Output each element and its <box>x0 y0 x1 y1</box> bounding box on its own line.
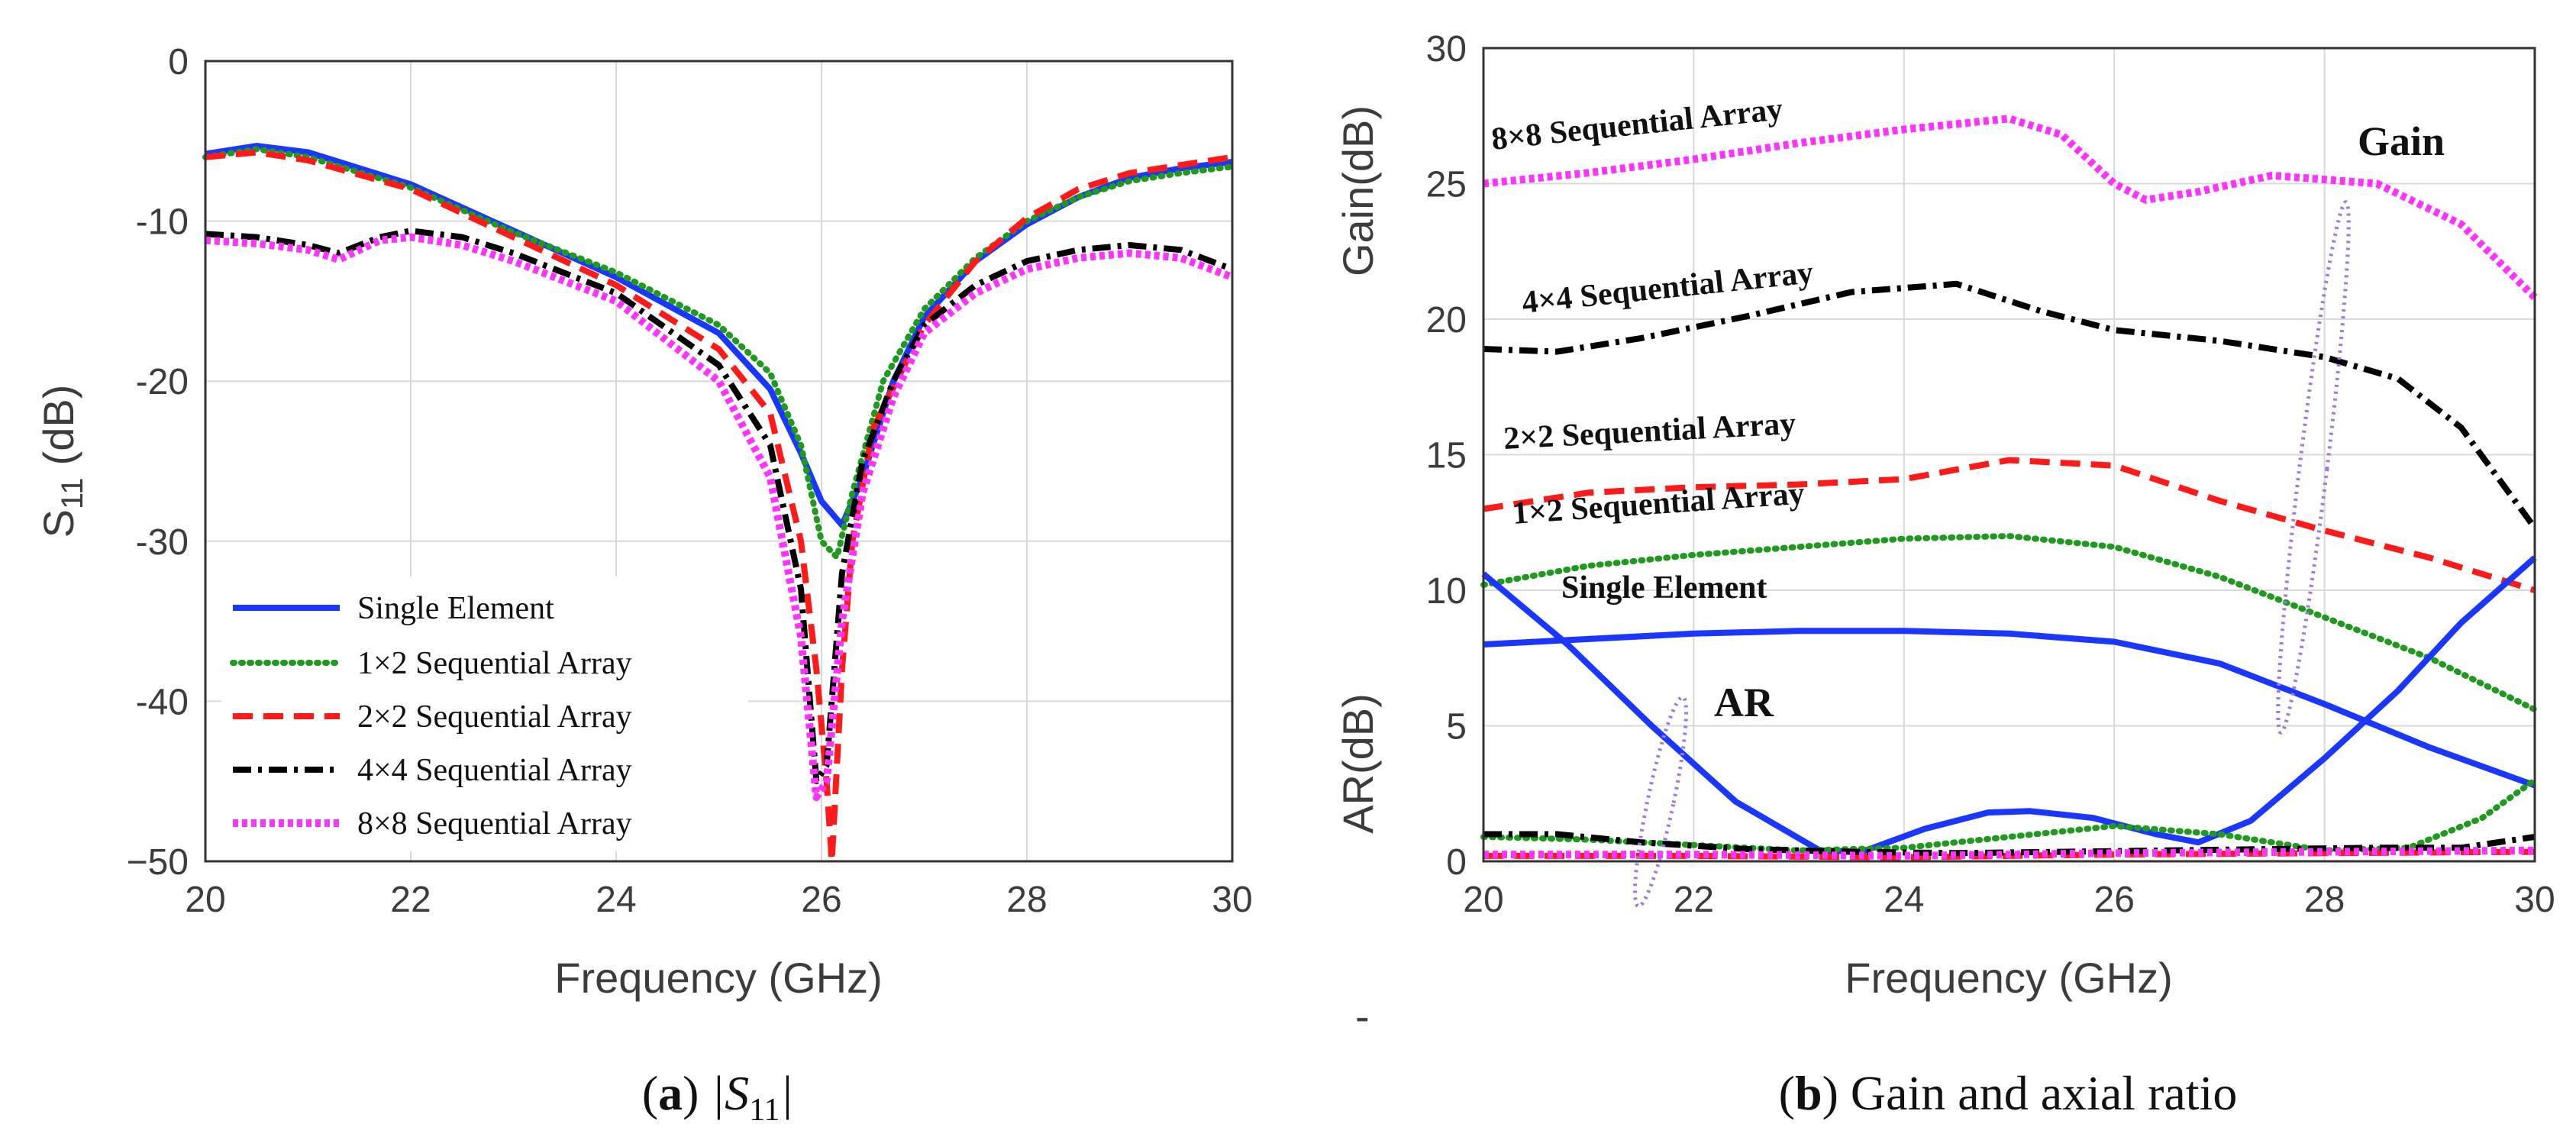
panel-b-y-label-ar: AR(dB) <box>1334 693 1382 834</box>
y-tick-label: 0 <box>168 42 189 82</box>
panel-a-tick-labels: 20 22 24 26 28 30 0 -10 -20 -30 -40 −50 <box>127 42 1253 920</box>
series-line-single <box>1481 555 2537 855</box>
caption-b: (b) Gain and axial ratio <box>1588 1065 2428 1122</box>
y-tick-label: 30 <box>1426 29 1467 69</box>
y-tick-label: 25 <box>1426 165 1467 205</box>
series-line-a8x8 <box>205 233 1234 802</box>
x-tick-label: 20 <box>1463 880 1503 920</box>
x-tick-label: 24 <box>1884 880 1924 920</box>
panel-a-series <box>202 143 1235 864</box>
gain-ellipse-marker <box>2276 200 2351 735</box>
panel-b-tick-labels: 20 22 24 26 28 30 0 5 10 15 20 25 30 <box>1426 29 2555 920</box>
legend-label-1x2: 1×2 Sequential Array <box>357 646 632 681</box>
caption-a-math: |S <box>711 1066 750 1120</box>
series-line-a8x8 <box>1483 846 2536 860</box>
y-tick-label: 5 <box>1446 707 1467 748</box>
series-line-a2x2 <box>1483 457 2536 593</box>
caption-b-close: ) <box>1822 1066 1838 1120</box>
y-tick-label: 0 <box>1446 842 1467 883</box>
y-tick-label: -20 <box>136 362 189 402</box>
x-tick-label: 20 <box>185 880 225 920</box>
legend-label-8x8: 8×8 Sequential Array <box>357 806 632 841</box>
series-line-a2x2 <box>205 149 1233 864</box>
caption-a-sub: 11 <box>749 1092 780 1128</box>
panel-b-x-axis-label: Frequency (GHz) <box>1845 954 2172 1002</box>
panel-b-gain-ar-chart: 20 22 24 26 28 30 0 5 10 15 20 25 30 Frequency (GHz)… <box>1334 29 2555 1002</box>
x-tick-label: 28 <box>2304 880 2345 920</box>
y-tick-label: 20 <box>1426 300 1467 341</box>
x-tick-label: 26 <box>801 880 841 920</box>
legend-label-single: Single Element <box>357 591 554 626</box>
annotation-gain: Gain <box>2358 118 2445 164</box>
panel-a-y-label-main: S <box>34 509 82 538</box>
panel-b-y-label-gain: Gain(dB) <box>1334 105 1382 276</box>
caption-a-end: | <box>780 1066 794 1120</box>
caption-a-close: ) <box>683 1066 699 1120</box>
caption-b-text: Gain and axial ratio <box>1850 1066 2238 1120</box>
panel-b-axes-box <box>1482 47 2536 863</box>
caption-b-letter: b <box>1794 1066 1822 1120</box>
y-tick-label: -10 <box>136 202 189 243</box>
ar-ellipse-marker <box>1632 695 1689 909</box>
y-tick-label: −50 <box>127 842 189 883</box>
series-line-a4x4 <box>1483 280 2538 530</box>
panel-a-axes-box <box>204 60 1234 863</box>
panel-a-y-axis-label: S11 (dB) <box>34 385 89 538</box>
y-tick-label: -40 <box>136 682 189 722</box>
x-tick-label: 26 <box>2094 880 2135 920</box>
x-tick-label: 24 <box>596 880 636 920</box>
annotation-ar: AR <box>1714 680 1774 725</box>
panel-a-y-label-unit: (dB) <box>34 385 82 466</box>
annotation-single: Single Element <box>1561 570 1767 606</box>
caption-a-letter: a <box>658 1066 683 1120</box>
y-tick-label: -30 <box>136 522 189 563</box>
x-tick-label: 22 <box>390 880 431 920</box>
series-line-a8x8 <box>1483 115 2538 301</box>
panel-a-legend: Single Element 1×2 Sequential Array 2×2 … <box>221 576 748 851</box>
series-line-a1x2 <box>1480 533 2538 713</box>
x-tick-label: 30 <box>2514 880 2555 920</box>
y-tick-label: 10 <box>1426 571 1467 612</box>
panel-a-s11-chart: 20 22 24 26 28 30 0 -10 -20 -30 -40 −50 Frequency (… <box>34 42 1253 1002</box>
caption-b-open: ( <box>1778 1066 1795 1120</box>
x-tick-label: 28 <box>1006 880 1047 920</box>
series-line-single <box>1483 628 2536 789</box>
caption-a-open: ( <box>641 1066 659 1120</box>
x-tick-label: 22 <box>1674 880 1714 920</box>
y-tick-label: 15 <box>1426 436 1467 476</box>
legend-label-4x4: 4×4 Sequential Array <box>357 753 632 788</box>
panel-a-x-axis-label: Frequency (GHz) <box>554 954 882 1002</box>
x-tick-label: 30 <box>1212 880 1252 920</box>
caption-a: (a) |S11| <box>527 1065 909 1129</box>
stray-mark: - <box>1355 992 1370 1040</box>
legend-label-2x2: 2×2 Sequential Array <box>357 699 632 735</box>
panel-b-series <box>1480 115 2538 861</box>
panel-a-y-label-sub: 11 <box>56 477 89 509</box>
